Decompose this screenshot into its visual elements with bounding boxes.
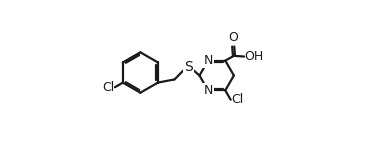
Text: OH: OH [245, 50, 264, 63]
Text: Cl: Cl [102, 81, 115, 94]
Text: N: N [203, 84, 213, 97]
Text: O: O [228, 31, 238, 44]
Text: N: N [203, 54, 213, 67]
Text: Cl: Cl [231, 93, 243, 106]
Text: S: S [184, 60, 193, 74]
